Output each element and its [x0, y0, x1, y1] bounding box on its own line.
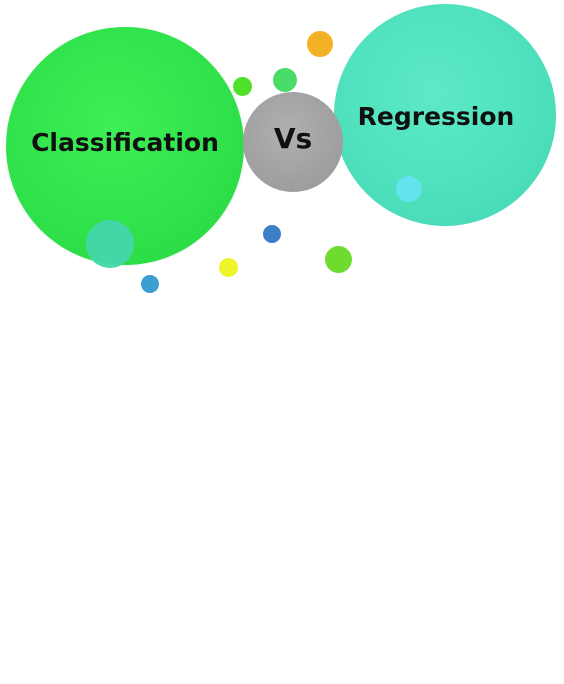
vs-circle: [243, 92, 343, 192]
classification-label: Classification: [31, 128, 219, 157]
decorative-bubble: [219, 258, 238, 277]
decorative-bubble: [396, 176, 422, 202]
decorative-bubble: [141, 275, 159, 293]
regression-circle: [334, 4, 556, 226]
decorative-bubble: [233, 77, 252, 96]
decorative-bubble: [273, 68, 297, 92]
vs-label: Vs: [273, 122, 313, 155]
regression-label: Regression: [357, 102, 515, 131]
decorative-bubble: [307, 31, 333, 57]
decorative-bubble: [325, 246, 352, 273]
decorative-bubble: [263, 225, 281, 243]
decorative-bubble: [86, 220, 134, 268]
